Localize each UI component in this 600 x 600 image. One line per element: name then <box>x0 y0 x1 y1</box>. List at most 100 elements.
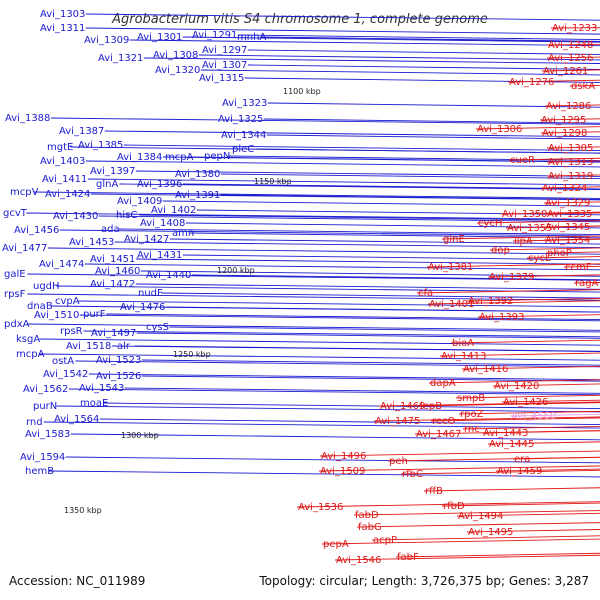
leader-line <box>79 314 600 322</box>
gene-label: Avi_1445 <box>489 439 534 450</box>
gene-label: acpP <box>373 535 397 546</box>
leader-line <box>56 285 600 293</box>
gene-label: Avi_1474 <box>39 259 84 270</box>
gene-label: fabG <box>358 522 382 533</box>
gene-label: mnhA <box>237 32 266 43</box>
leader-line <box>78 300 600 308</box>
gene-label: smpB <box>457 393 485 404</box>
gene-label: Avi_1460 <box>95 266 140 277</box>
gene-label: Avi_1459 <box>497 466 542 477</box>
gene-label: phoP <box>547 248 572 259</box>
gene-label: Avi_1509 <box>320 466 365 477</box>
gene-label: rpsF <box>4 289 26 300</box>
leader-line <box>99 418 600 425</box>
leader-line <box>353 510 600 516</box>
gene-label: Avi_1543 <box>79 383 124 394</box>
gene-label: Avi_1291 <box>192 30 237 41</box>
gene-label: Avi_1430 <box>53 211 98 222</box>
gene-label: Avi_1298 <box>542 128 587 139</box>
gene-label: Avi_1307 <box>202 60 247 71</box>
gene-label: bioA <box>452 338 474 349</box>
gene-label: mcpA <box>16 349 45 360</box>
gene-label: mcpV <box>10 187 39 198</box>
kbp-tick-label: 1300 kbp <box>121 431 159 440</box>
leader-line <box>84 263 600 271</box>
gene-label: Avi_1408 <box>140 218 185 229</box>
gene-label: lepB <box>420 401 442 412</box>
leader-line <box>27 323 600 331</box>
gene-label: Avi_1313 <box>548 157 593 168</box>
leader-line <box>75 360 600 368</box>
leader-line <box>103 402 600 409</box>
gene-label: rpoZ <box>460 409 484 420</box>
gene-label: Avi_1443 <box>483 428 528 439</box>
leader-line <box>50 117 600 125</box>
topology-label: Topology: circular; Length: 3,726,375 bp… <box>259 574 589 588</box>
gene-label: Avi_1413 <box>441 351 486 362</box>
kbp-tick-label: 1350 kbp <box>64 506 102 515</box>
gene-label: Avi_1233 <box>552 23 597 34</box>
gene-label: rfbD <box>443 501 465 512</box>
gene-label: dnaB <box>27 301 53 312</box>
gene-label: Avi_1403 <box>40 156 85 167</box>
gene-label: Avi_1476 <box>120 302 165 313</box>
gene-label: dop <box>491 245 510 256</box>
kbp-tick-label: 1200 kbp <box>217 266 255 275</box>
leader-line <box>27 273 600 281</box>
gene-label: Avi_1381 <box>428 262 473 273</box>
gene-label: Avi_1518 <box>66 341 111 352</box>
gene-label: glnA <box>96 179 118 190</box>
leader-lines <box>26 13 600 561</box>
gene-label: Avi_1303 <box>40 9 85 20</box>
gene-label: Avi_1523 <box>96 355 141 366</box>
gene-label: Avi_1306 <box>477 124 522 135</box>
gene-label: Avi_1335 <box>547 209 592 220</box>
gene-label: Avi_1329 <box>545 198 590 209</box>
gene-label: Avi_1380 <box>175 169 220 180</box>
gene-label: Avi_1323 <box>222 98 267 109</box>
gene-label: ccmF <box>565 262 592 273</box>
gene-label: Avi_1276 <box>509 77 554 88</box>
leader-line <box>83 330 600 338</box>
gene-label: Avi_1594 <box>20 452 65 463</box>
gene-label: Avi_1542 <box>43 369 88 380</box>
gene-label: purN <box>33 401 57 412</box>
gene-label: rnc <box>464 424 480 435</box>
gene-label: Avi_1416 <box>463 364 508 375</box>
gene-label: Avi_1427 <box>124 234 169 245</box>
gene-label: Avi_1286 <box>546 101 591 112</box>
gene-label: Avi_1295 <box>541 115 586 126</box>
gene-label: cysS <box>146 322 169 333</box>
gene-label: Avi_1510 <box>34 310 79 321</box>
gene-label: Avi_1319 <box>548 171 593 182</box>
gene-label: Avi_1315 <box>199 73 244 84</box>
gene-label: Avi_1497 <box>91 328 136 339</box>
gene-label: Avi_1387 <box>59 126 104 137</box>
gene-label: era <box>514 454 530 465</box>
gene-label: fabF <box>397 552 419 563</box>
gene-label: cycL <box>528 253 551 264</box>
gene-label: moaE <box>80 398 108 409</box>
gene-label: Avi_1393 <box>479 312 524 323</box>
gene-label: Avi_1564 <box>54 414 99 425</box>
gene-label: Avi_1426 <box>503 397 548 408</box>
leader-line <box>85 160 600 168</box>
gene-label: ada <box>101 224 120 235</box>
gene-label: mgtE <box>47 142 73 153</box>
gene-label: fabD <box>355 510 379 521</box>
gene-label: Avi_1379 <box>489 272 534 283</box>
gene-label: Avi_1562 <box>23 384 68 395</box>
leader-line <box>87 178 600 186</box>
gene-label: dskA <box>571 81 595 92</box>
gene-label: Avi_1467 <box>416 429 461 440</box>
leader-line <box>48 470 600 478</box>
gene-label: Avi_1494 <box>458 511 503 522</box>
gene-label: hisC <box>116 210 137 221</box>
gene-label: Avi_1453 <box>69 237 114 248</box>
kbp-ticks: 1100 kbp 1150 kbp 1200 kbp 1250 kbp 1300 kbp… <box>64 87 321 515</box>
gene-label: pepA <box>323 539 349 550</box>
gene-label: Avi_1420 <box>494 381 539 392</box>
kbp-tick-label: 1250 kbp <box>173 350 211 359</box>
gene-label: Avi_1392 <box>468 296 513 307</box>
